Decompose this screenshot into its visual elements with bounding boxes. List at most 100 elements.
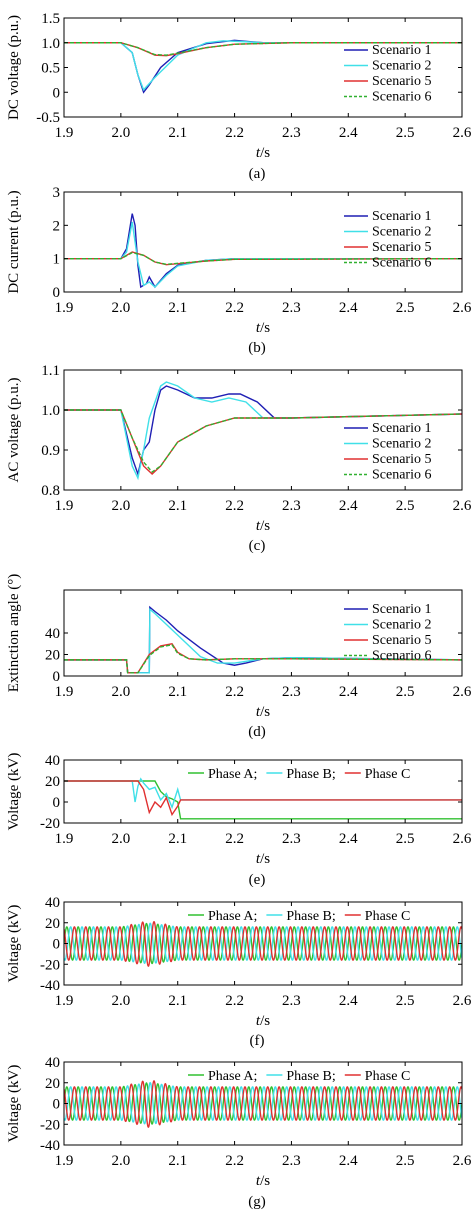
legend-label: Scenario 2 [372,618,431,633]
x-tick-label: 2.4 [339,831,358,847]
series-line-4 [64,644,462,674]
y-axis-label: Voltage (kV) [6,1065,22,1143]
y-tick-label: 20 [45,774,60,790]
x-tick-label: 2.2 [225,1153,244,1169]
legend-label: Phase B; [286,1069,335,1084]
x-tick-label: 2.4 [339,993,358,1009]
x-tick-label: 2.5 [396,684,415,700]
legend-label: Scenario 5 [372,633,431,648]
x-tick-label: 2.6 [453,300,472,316]
y-tick-label: 1.0 [41,36,60,52]
legend-label: Phase C [365,767,411,782]
y-tick-label: 40 [45,895,60,911]
y-tick-label: 0 [53,795,61,811]
chart-panel-7: 1.9 2.0 2.1 2.2 2.3 2.4 2.5 2.6 40 20 0 -20 -40 Volta… [6,1055,472,1210]
legend-label: Scenario 2 [372,437,431,452]
y-tick-label: 2 [53,218,61,234]
x-tick-label: 1.9 [55,831,74,847]
series-line-2 [64,381,462,481]
panel-label: (f) [250,1033,265,1049]
series-line-2 [64,777,462,810]
y-tick-label: 0 [53,1097,61,1113]
x-tick-label: 2.2 [225,993,244,1009]
x-tick-label: 2.4 [339,498,358,514]
y-tick-label: 3 [53,185,61,201]
x-axis-label: t/s [256,518,270,534]
chart-panel-1: 1.9 2.0 2.1 2.2 2.3 2.4 2.5 2.6 1.5 1.0 0.5 0 -0.5 DC… [6,11,472,182]
legend-label: Scenario 6 [372,256,431,271]
legend-label: Scenario 1 [372,209,431,224]
legend-label: Scenario 6 [372,90,431,105]
x-tick-label: 1.9 [55,125,74,141]
legend-label: Scenario 5 [372,452,431,467]
series-line-4 [64,409,462,473]
legend-label: Scenario 2 [372,59,431,74]
x-tick-label: 2.3 [282,125,301,141]
x-tick-label: 2.1 [168,684,187,700]
x-tick-label: 2.5 [396,831,415,847]
x-tick-label: 2.6 [453,125,472,141]
x-tick-label: 2.0 [111,1153,130,1169]
y-tick-label: 0.8 [41,483,60,499]
x-tick-label: 2.1 [168,993,187,1009]
legend-label: Scenario 6 [372,649,431,664]
series-group [64,777,462,820]
x-tick-label: 2.6 [453,498,472,514]
y-tick-label: 1.1 [41,363,60,379]
legend: Phase A; Phase B; Phase C [188,1069,410,1084]
x-tick-label: 2.1 [168,1153,187,1169]
x-tick-label: 1.9 [55,993,74,1009]
series-line-3 [64,920,462,968]
x-tick-label: 2.4 [339,125,358,141]
legend-label: Scenario 6 [372,468,431,483]
x-tick-label: 2.1 [168,498,187,514]
y-tick-label: -20 [40,957,60,973]
series-line-4 [64,42,462,56]
series-group [64,213,462,289]
series-line-2 [64,40,462,92]
y-tick-label: 0 [53,669,61,685]
y-tick-label: 0 [53,285,61,301]
y-tick-label: 0.5 [41,61,60,77]
y-axis-label: Voltage (kV) [6,905,22,983]
x-tick-label: 2.0 [111,993,130,1009]
y-tick-label: 0.9 [41,443,60,459]
x-tick-label: 2.6 [453,831,472,847]
y-tick-label: 1.5 [41,11,60,27]
y-axis-label: DC voltage (p.u.) [6,15,22,120]
legend-label: Scenario 5 [372,240,431,255]
y-tick-label: 20 [45,916,60,932]
x-tick-label: 2.4 [339,300,358,316]
y-tick-label: -40 [40,978,60,994]
y-tick-label: 1 [53,252,61,268]
chart-panel-6: 1.9 2.0 2.1 2.2 2.3 2.4 2.5 2.6 40 20 0 -20 -40 Volta… [6,895,472,1049]
x-tick-label: 2.2 [225,831,244,847]
legend: Phase A; Phase B; Phase C [188,767,410,782]
y-tick-label: 0 [53,85,61,101]
x-tick-label: 2.3 [282,498,301,514]
y-axis-label: DC current (p.u.) [6,190,22,293]
legend-label: Phase A; [208,1069,257,1084]
series-line-1 [64,385,462,477]
x-tick-label: 2.1 [168,125,187,141]
x-tick-label: 2.3 [282,300,301,316]
x-tick-label: 2.4 [339,1153,358,1169]
y-tick-label: -0.5 [36,110,60,126]
x-axis-label: t/s [256,851,270,867]
panel-label: (c) [249,538,266,554]
x-tick-label: 2.2 [225,125,244,141]
legend-label: Scenario 2 [372,225,431,240]
x-tick-label: 2.5 [396,993,415,1009]
plot-frame [63,759,463,824]
series-group [64,1080,462,1129]
x-tick-label: 2.5 [396,1153,415,1169]
chart-panel-2: 1.9 2.0 2.1 2.2 2.3 2.4 2.5 2.6 3 2 1 0 DC current (… [6,185,472,356]
x-axis-label: t/s [256,145,270,161]
x-tick-label: 2.2 [225,300,244,316]
x-axis-label: t/s [256,1013,270,1029]
